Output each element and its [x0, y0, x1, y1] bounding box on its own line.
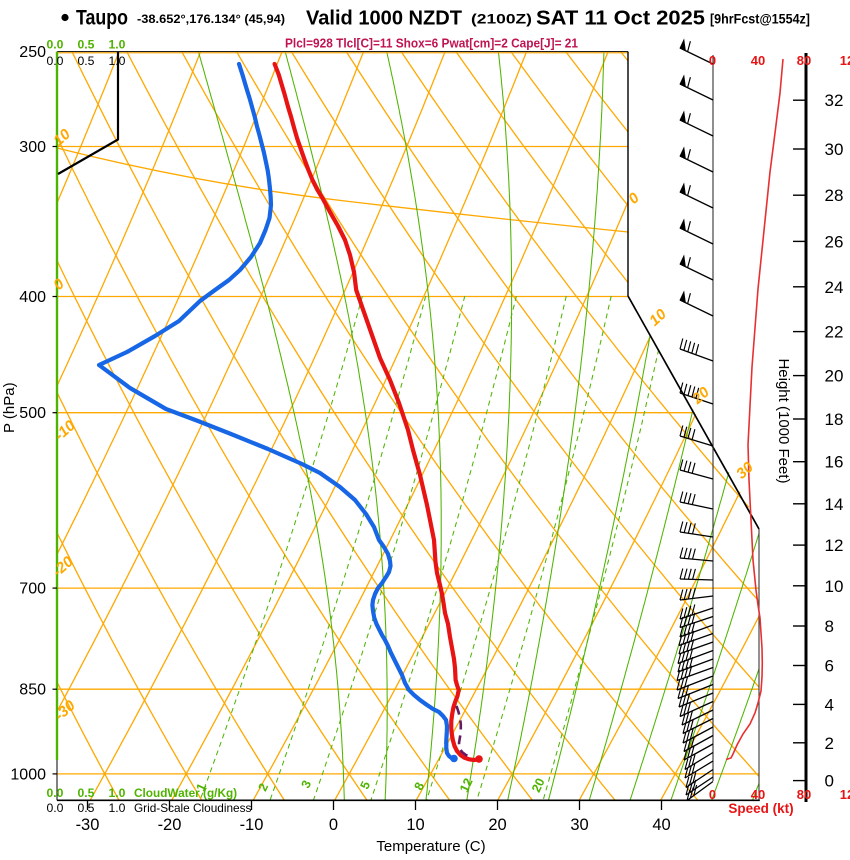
- svg-text:26: 26: [825, 232, 844, 251]
- svg-text:-20: -20: [158, 816, 182, 834]
- svg-text:Speed (kt): Speed (kt): [728, 801, 793, 816]
- svg-text:20: 20: [488, 816, 506, 834]
- svg-text:300: 300: [19, 139, 46, 156]
- svg-text:Grid-Scale Cloudiness: Grid-Scale Cloudiness: [134, 801, 251, 815]
- svg-text:40: 40: [751, 787, 765, 802]
- svg-text:32: 32: [825, 91, 844, 110]
- svg-text:20: 20: [825, 367, 844, 386]
- svg-text:Plcl=928 Tlcl[C]=11 Shox=6 Pwa: Plcl=928 Tlcl[C]=11 Shox=6 Pwat[cm]=2 Ca…: [285, 36, 578, 51]
- svg-text:22: 22: [825, 323, 844, 342]
- svg-text:0.5: 0.5: [78, 54, 95, 68]
- svg-text:CloudWater (g/Kg): CloudWater (g/Kg): [134, 786, 237, 800]
- svg-text:24: 24: [825, 278, 844, 297]
- svg-text:(2100Z): (2100Z): [471, 12, 532, 27]
- svg-text:0.0: 0.0: [47, 801, 64, 815]
- svg-text:10: 10: [406, 816, 424, 834]
- svg-text:10: 10: [825, 577, 844, 596]
- svg-text:Taupo: Taupo: [76, 7, 128, 30]
- svg-text:1.0: 1.0: [109, 801, 126, 815]
- svg-text:0.5: 0.5: [78, 801, 95, 815]
- svg-text:12: 12: [840, 787, 850, 802]
- svg-text:80: 80: [797, 787, 811, 802]
- svg-text:16: 16: [825, 453, 844, 472]
- svg-text:-30: -30: [76, 816, 100, 834]
- svg-text:0.0: 0.0: [47, 54, 64, 68]
- svg-text:40: 40: [652, 816, 670, 834]
- svg-text:P (hPa): P (hPa): [1, 382, 18, 433]
- svg-text:30: 30: [825, 140, 844, 159]
- svg-text:80: 80: [797, 53, 811, 68]
- svg-text:0.5: 0.5: [78, 38, 95, 52]
- svg-text:SAT 11 Oct 2025: SAT 11 Oct 2025: [536, 7, 705, 30]
- svg-text:28: 28: [825, 186, 844, 205]
- svg-text:8: 8: [825, 617, 834, 636]
- svg-text:1.0: 1.0: [109, 54, 126, 68]
- svg-text:1000: 1000: [10, 766, 46, 783]
- svg-text:-38.652°,176.134° (45,94): -38.652°,176.134° (45,94): [137, 12, 285, 26]
- svg-text:2: 2: [825, 734, 834, 753]
- svg-text:Temperature (C): Temperature (C): [376, 838, 485, 855]
- svg-text:1.0: 1.0: [109, 38, 126, 52]
- svg-text:6: 6: [825, 657, 834, 676]
- svg-text:0: 0: [709, 53, 716, 68]
- svg-text:0.5: 0.5: [78, 786, 95, 800]
- svg-text:0: 0: [825, 772, 834, 791]
- svg-text:20: 20: [529, 776, 548, 795]
- svg-text:Valid 1000 NZDT: Valid 1000 NZDT: [306, 7, 462, 30]
- svg-text:0: 0: [329, 816, 338, 834]
- svg-text:30: 30: [570, 816, 588, 834]
- svg-text:0: 0: [709, 787, 716, 802]
- svg-text:40: 40: [751, 53, 765, 68]
- svg-text:0.0: 0.0: [47, 786, 64, 800]
- svg-text:400: 400: [19, 289, 46, 306]
- svg-text:250: 250: [19, 44, 46, 61]
- svg-text:18: 18: [825, 410, 844, 429]
- svg-text:500: 500: [19, 405, 46, 422]
- svg-text:14: 14: [825, 495, 844, 514]
- svg-text:12: 12: [825, 536, 844, 555]
- svg-text:12: 12: [840, 53, 850, 68]
- svg-text:12: 12: [457, 776, 476, 795]
- svg-text:1.0: 1.0: [109, 786, 126, 800]
- svg-text:Height (1000 Feet): Height (1000 Feet): [775, 358, 792, 483]
- svg-text:4: 4: [825, 695, 834, 714]
- svg-text:-10: -10: [240, 816, 264, 834]
- svg-text:850: 850: [19, 682, 46, 699]
- svg-text:[9hrFcst@1554z]: [9hrFcst@1554z]: [710, 12, 810, 27]
- svg-text:0.0: 0.0: [47, 38, 64, 52]
- svg-text:700: 700: [19, 581, 46, 598]
